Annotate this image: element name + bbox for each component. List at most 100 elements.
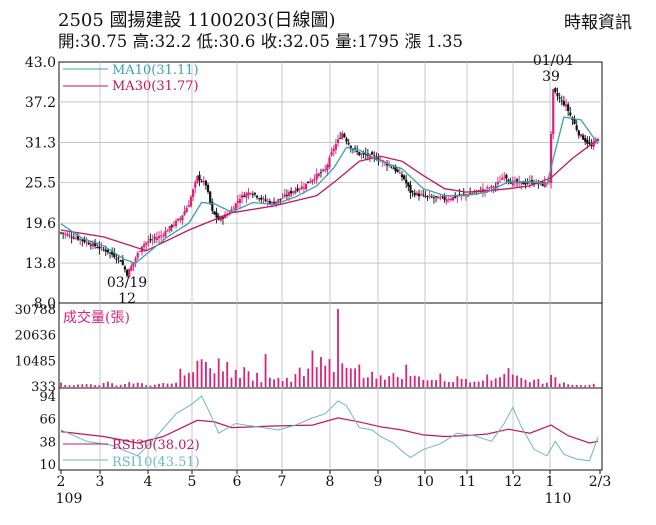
candle-body [554, 88, 557, 93]
candle-body [398, 172, 401, 174]
candle-body [115, 258, 118, 260]
candle-body [74, 237, 78, 239]
candle-body [405, 179, 408, 184]
candle-body [567, 104, 570, 112]
volume-panel-label: 成交量(張) [63, 309, 130, 326]
candle-body [81, 239, 84, 241]
candle-body [317, 173, 320, 176]
chart-title: 2505 國揚建設 1100203(日線圖) [58, 6, 336, 32]
candle-body [371, 152, 374, 155]
volume-bar [473, 381, 476, 387]
volume-bar [375, 378, 378, 387]
candle-body [236, 200, 239, 203]
candle-body [515, 179, 519, 183]
x-year-label: 109 [56, 491, 83, 507]
candle-body [251, 194, 254, 196]
candle-body [388, 165, 391, 166]
candle-body [157, 235, 161, 239]
volume-bar [516, 375, 518, 387]
volume-bar [260, 382, 263, 387]
candle-body [138, 251, 141, 252]
volume-bar [503, 374, 506, 387]
volume-bar [94, 385, 96, 387]
x-tick-label: 9 [374, 474, 383, 490]
x-tick-label: 7 [278, 474, 287, 490]
candle-body [322, 169, 325, 172]
candle-body [324, 169, 327, 171]
rsi-y-tick-label: 66 [39, 413, 56, 428]
candle-body [334, 144, 337, 150]
candle-body [111, 250, 114, 255]
volume-bar [366, 377, 369, 387]
candle-body [494, 185, 497, 187]
ma30-legend-label: MA30(31.77) [112, 79, 199, 94]
volume-bar [183, 375, 186, 387]
chart-kind: (日線圖) [267, 10, 336, 31]
candle-body [206, 184, 210, 192]
volume-bar [401, 378, 403, 387]
volume-bar [298, 367, 301, 387]
candle-body [79, 239, 82, 241]
volume-bar [349, 368, 352, 387]
volume-bar [217, 358, 220, 387]
candle-body [91, 243, 95, 247]
volume-bar [60, 382, 62, 387]
candle-body [113, 253, 116, 258]
candle-body [390, 166, 393, 168]
high-annotation-date: 01/04 [533, 53, 573, 69]
x-tick-label: 2 [57, 474, 66, 490]
candle-body [573, 119, 576, 125]
candle-body [577, 130, 580, 136]
x-tick-label: 12 [504, 474, 522, 490]
candle-body [492, 187, 495, 189]
rsi30-line [60, 417, 599, 444]
candle-body [437, 196, 440, 199]
volume-bar [175, 382, 177, 387]
volume-bar [324, 365, 327, 387]
x-tick-label: 4 [144, 474, 153, 490]
candle-body [488, 188, 491, 189]
candle-body [160, 235, 163, 237]
candle-body [330, 152, 333, 156]
candle-body [132, 262, 135, 267]
candle-body [302, 187, 306, 189]
candle-body [339, 138, 342, 139]
candle-body [232, 208, 235, 210]
candle-body [562, 101, 566, 106]
volume-bar [490, 380, 493, 387]
ma10-line [60, 116, 599, 264]
x-tick-label: 10 [416, 474, 434, 490]
volume-bar [209, 368, 212, 387]
volume-bar [396, 376, 399, 387]
volume-bar [320, 357, 322, 387]
candle-body [543, 181, 546, 187]
data-source: 時報資訊 [564, 13, 632, 33]
volume-bar [256, 372, 258, 387]
candle-body [179, 218, 182, 220]
candle-body [134, 258, 137, 262]
candle-body [326, 165, 329, 171]
volume-bar [447, 382, 450, 387]
candle-body [234, 203, 237, 211]
candle-body [430, 196, 433, 198]
volume-bar [162, 382, 165, 387]
candle-body [275, 201, 278, 205]
candle-body [394, 166, 397, 172]
candle-body [420, 194, 423, 196]
volume-bar [239, 377, 241, 387]
candle-body [575, 125, 578, 130]
candle-body [223, 214, 227, 219]
candle-body [170, 225, 173, 228]
x-tick-label: 1 [546, 474, 555, 490]
candle-body [181, 215, 184, 221]
volume-bar [464, 378, 467, 387]
candle-body [537, 183, 540, 185]
volume-bar [332, 371, 335, 387]
volume-bar [571, 384, 574, 387]
candle-body [215, 212, 218, 218]
volume-bar [413, 375, 416, 387]
candle-body [590, 144, 593, 147]
volume-y-tick-label: 30788 [15, 303, 56, 318]
volume-bar [537, 378, 540, 387]
candle-body [268, 201, 271, 204]
